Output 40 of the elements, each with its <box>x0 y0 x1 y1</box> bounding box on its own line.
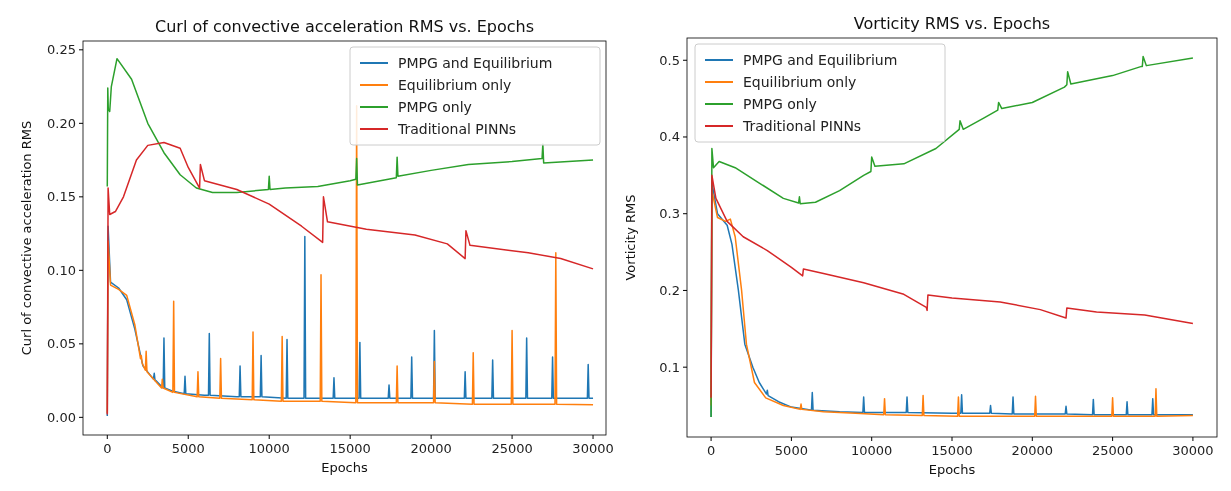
line-series <box>106 57 594 194</box>
x-tick-label: 0 <box>706 443 716 458</box>
y-axis-title: Vorticity RMS <box>623 194 638 281</box>
x-tick-label: 25000 <box>1091 443 1134 458</box>
x-tick-label: 10000 <box>248 441 290 456</box>
x-axis-title: Epochs <box>321 460 369 475</box>
x-tick-label: 0 <box>103 441 112 456</box>
x-tick-label: 15000 <box>329 441 371 456</box>
legend-label: Equilibrium only <box>743 74 857 90</box>
x-tick-label: 5000 <box>774 443 808 458</box>
legend-label: Traditional PINNs <box>742 118 862 134</box>
y-tick-label: 0.3 <box>659 206 680 222</box>
legend-label: PMPG and Equilibrium <box>743 52 898 68</box>
y-tick-label: 0.05 <box>47 336 76 352</box>
legend-label: PMPG and Equilibrium <box>398 55 553 71</box>
x-axis-title: Epochs <box>928 462 976 477</box>
y-tick-label: 0.5 <box>659 52 680 68</box>
x-tick-label: 30000 <box>572 441 614 456</box>
legend-label: Equilibrium only <box>398 77 512 93</box>
legend-label: Traditional PINNs <box>397 121 517 137</box>
x-tick-label: 5000 <box>171 441 205 456</box>
y-tick-label: 0.15 <box>47 189 76 205</box>
y-tick-label: 0.25 <box>47 42 76 58</box>
x-tick-label: 20000 <box>1011 443 1053 458</box>
x-tick-label: 25000 <box>491 441 533 456</box>
y-axis-title: Curl of convective acceleration RMS <box>19 120 34 356</box>
y-tick-label: 0.00 <box>47 409 76 425</box>
y-tick-label: 0.20 <box>47 115 76 131</box>
x-tick-label: 10000 <box>851 443 893 458</box>
chart-title: Curl of convective acceleration RMS vs. Epochs <box>155 17 534 36</box>
y-tick-label: 0.1 <box>659 359 680 375</box>
y-tick-label: 0.10 <box>47 262 76 278</box>
y-tick-label: 0.2 <box>659 282 680 298</box>
legend-label: PMPG only <box>398 99 472 115</box>
y-tick-label: 0.4 <box>659 129 680 145</box>
legend-label: PMPG only <box>743 96 817 112</box>
chart-title: Vorticity RMS vs. Epochs <box>853 14 1051 33</box>
x-tick-label: 20000 <box>410 441 452 456</box>
x-tick-label: 30000 <box>1172 443 1214 458</box>
x-tick-label: 15000 <box>931 443 973 458</box>
